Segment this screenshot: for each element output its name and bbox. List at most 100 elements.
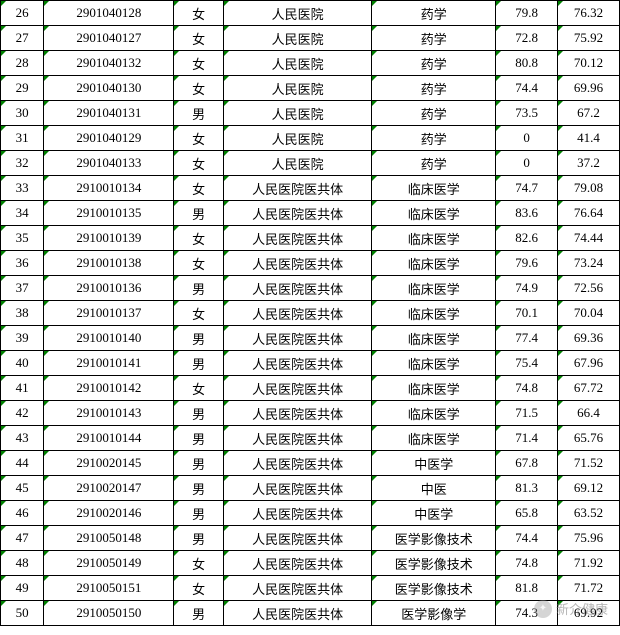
cell-score1: 70.1 [496,301,558,326]
cell-gender: 女 [174,51,224,76]
cell-index: 34 [1,201,44,226]
cell-id: 2910020145 [44,451,174,476]
cell-score1: 75.4 [496,351,558,376]
cell-id: 2910050149 [44,551,174,576]
cell-major: 药学 [372,76,496,101]
table-row: 412910010142女人民医院医共体临床医学74.867.72 [1,376,620,401]
cell-gender: 女 [174,176,224,201]
cell-gender: 女 [174,576,224,601]
table-row: 322901040133女人民医院药学037.2 [1,151,620,176]
table-row: 432910010144男人民医院医共体临床医学71.465.76 [1,426,620,451]
cell-score1: 74.8 [496,376,558,401]
table-row: 442910020145男人民医院医共体中医学67.871.52 [1,451,620,476]
cell-index: 30 [1,101,44,126]
cell-score2: 72.56 [558,276,620,301]
cell-gender: 男 [174,526,224,551]
cell-gender: 女 [174,126,224,151]
cell-score2: 67.72 [558,376,620,401]
cell-hospital: 人民医院医共体 [223,401,372,426]
cell-hospital: 人民医院医共体 [223,426,372,451]
cell-score1: 74.9 [496,276,558,301]
table-row: 472910050148男人民医院医共体医学影像技术74.475.96 [1,526,620,551]
cell-gender: 男 [174,101,224,126]
table-row: 372910010136男人民医院医共体临床医学74.972.56 [1,276,620,301]
cell-major: 药学 [372,126,496,151]
cell-major: 中医学 [372,451,496,476]
cell-id: 2910020146 [44,501,174,526]
cell-score1: 74.3 [496,601,558,626]
cell-index: 46 [1,501,44,526]
cell-index: 32 [1,151,44,176]
cell-major: 中医 [372,476,496,501]
cell-hospital: 人民医院 [223,51,372,76]
cell-id: 2910010144 [44,426,174,451]
cell-hospital: 人民医院医共体 [223,526,372,551]
cell-major: 临床医学 [372,301,496,326]
cell-gender: 男 [174,476,224,501]
cell-hospital: 人民医院医共体 [223,576,372,601]
cell-id: 2910010140 [44,326,174,351]
cell-id: 2901040131 [44,101,174,126]
cell-id: 2910020147 [44,476,174,501]
cell-major: 临床医学 [372,276,496,301]
table-row: 282901040132女人民医院药学80.870.12 [1,51,620,76]
cell-major: 医学影像技术 [372,526,496,551]
cell-index: 28 [1,51,44,76]
cell-score2: 70.04 [558,301,620,326]
cell-id: 2910010139 [44,226,174,251]
cell-id: 2910010143 [44,401,174,426]
table-body: 262901040128女人民医院药学79.876.32272901040127… [1,1,620,626]
table-row: 422910010143男人民医院医共体临床医学71.566.4 [1,401,620,426]
cell-score2: 75.92 [558,26,620,51]
cell-index: 49 [1,576,44,601]
table-row: 352910010139女人民医院医共体临床医学82.674.44 [1,226,620,251]
table-row: 292901040130女人民医院药学74.469.96 [1,76,620,101]
cell-score1: 72.8 [496,26,558,51]
cell-gender: 女 [174,376,224,401]
cell-score2: 69.92 [558,601,620,626]
cell-hospital: 人民医院 [223,126,372,151]
cell-score2: 69.36 [558,326,620,351]
cell-id: 2901040129 [44,126,174,151]
cell-index: 47 [1,526,44,551]
cell-hospital: 人民医院医共体 [223,326,372,351]
cell-hospital: 人民医院医共体 [223,476,372,501]
cell-major: 医学影像技术 [372,551,496,576]
cell-index: 37 [1,276,44,301]
cell-major: 临床医学 [372,251,496,276]
cell-hospital: 人民医院 [223,26,372,51]
cell-id: 2901040133 [44,151,174,176]
cell-gender: 男 [174,351,224,376]
table-row: 362910010138女人民医院医共体临床医学79.673.24 [1,251,620,276]
cell-index: 26 [1,1,44,26]
cell-id: 2910010141 [44,351,174,376]
table-row: 262901040128女人民医院药学79.876.32 [1,1,620,26]
cell-score2: 79.08 [558,176,620,201]
table-row: 302901040131男人民医院药学73.567.2 [1,101,620,126]
cell-index: 50 [1,601,44,626]
cell-gender: 女 [174,226,224,251]
cell-score2: 67.96 [558,351,620,376]
cell-id: 2910010134 [44,176,174,201]
cell-score1: 74.4 [496,526,558,551]
cell-major: 中医学 [372,501,496,526]
cell-major: 临床医学 [372,376,496,401]
cell-index: 43 [1,426,44,451]
cell-major: 临床医学 [372,201,496,226]
cell-hospital: 人民医院医共体 [223,251,372,276]
cell-gender: 男 [174,601,224,626]
cell-id: 2901040132 [44,51,174,76]
cell-index: 41 [1,376,44,401]
cell-score1: 80.8 [496,51,558,76]
cell-id: 2910010137 [44,301,174,326]
cell-index: 40 [1,351,44,376]
cell-score2: 71.52 [558,451,620,476]
cell-hospital: 人民医院 [223,1,372,26]
cell-hospital: 人民医院医共体 [223,376,372,401]
cell-major: 临床医学 [372,426,496,451]
table-row: 312901040129女人民医院药学041.4 [1,126,620,151]
cell-index: 33 [1,176,44,201]
cell-score1: 83.6 [496,201,558,226]
cell-gender: 女 [174,301,224,326]
cell-gender: 男 [174,326,224,351]
